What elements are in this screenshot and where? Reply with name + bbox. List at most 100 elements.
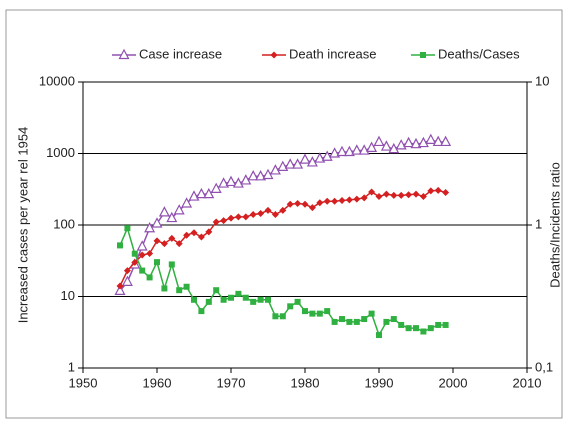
data-point [353, 195, 361, 203]
data-point [420, 328, 427, 335]
data-point [234, 213, 242, 221]
data-point [218, 177, 230, 188]
data-point [151, 217, 163, 228]
data-point [235, 290, 242, 297]
data-point [390, 191, 398, 199]
y2-tick-label: 0,1 [535, 359, 553, 374]
y2-tick-label: 1 [535, 216, 542, 231]
x-tick-label: 1950 [69, 375, 98, 390]
data-point [240, 174, 252, 185]
data-point [242, 213, 250, 221]
data-point [265, 296, 271, 303]
data-point [366, 141, 378, 152]
data-point [353, 318, 360, 325]
data-point [434, 186, 442, 194]
y-tick-label: 100 [53, 216, 75, 231]
data-point [351, 144, 363, 155]
data-point [331, 197, 339, 205]
data-point [299, 153, 311, 164]
data-point [440, 135, 452, 147]
data-point [309, 310, 316, 317]
data-point [176, 287, 183, 294]
data-point [173, 204, 185, 215]
y-tick-label: 10 [61, 288, 75, 303]
data-point [412, 190, 420, 198]
data-point [264, 206, 272, 214]
data-point [397, 191, 405, 199]
data-point [316, 310, 323, 317]
data-point [321, 150, 333, 161]
x-tick-label: 1970 [217, 375, 246, 390]
data-point [403, 136, 415, 148]
data-point [257, 296, 264, 303]
data-point [271, 211, 279, 219]
data-point [380, 140, 392, 151]
data-point [375, 193, 383, 201]
data-point [166, 211, 178, 223]
data-point [123, 267, 131, 275]
data-point [161, 285, 168, 292]
legend-marker [420, 52, 426, 58]
data-point [373, 135, 385, 147]
data-point [247, 170, 259, 181]
data-point [154, 259, 160, 266]
data-point [250, 298, 257, 305]
data-point [413, 325, 419, 332]
data-point [398, 321, 405, 328]
x-tick-label: 2000 [439, 375, 468, 390]
data-point [272, 313, 279, 320]
y-tick-label: 1 [68, 359, 75, 374]
data-point [205, 298, 212, 305]
data-point [195, 187, 207, 199]
data-point [336, 145, 348, 157]
data-point [212, 218, 220, 226]
x-tick-label: 1960 [143, 375, 172, 390]
data-point [175, 240, 183, 248]
data-point [339, 316, 345, 323]
data-point [294, 199, 302, 207]
data-point [220, 217, 228, 225]
data-point [249, 211, 257, 219]
data-point [368, 310, 375, 317]
data-point [302, 308, 308, 315]
data-point [146, 249, 154, 257]
data-point [139, 267, 146, 274]
y-tick-label: 1000 [46, 145, 75, 160]
data-point [225, 175, 237, 187]
data-point [181, 197, 193, 208]
data-point [301, 200, 309, 208]
legend-label: Case increase [139, 46, 222, 61]
data-point [343, 145, 355, 157]
data-point [308, 204, 316, 212]
data-point [131, 250, 138, 257]
data-point [442, 321, 449, 328]
data-point [210, 182, 222, 193]
data-point [405, 191, 413, 199]
data-point [346, 318, 353, 325]
data-point [435, 321, 442, 328]
data-point [425, 133, 437, 144]
data-point [257, 209, 265, 217]
data-point [410, 137, 422, 149]
data-point [124, 225, 131, 232]
y2-axis-label: Deaths/Incidents ratio [547, 162, 562, 288]
data-point [338, 197, 346, 205]
data-point [388, 142, 400, 154]
data-point [153, 237, 161, 245]
legend-label: Death increase [289, 46, 376, 61]
data-point [286, 200, 294, 208]
data-point [198, 308, 205, 315]
data-point [324, 308, 331, 315]
data-point [345, 196, 353, 204]
data-point [190, 229, 198, 237]
data-point [168, 261, 175, 268]
data-point [323, 197, 331, 205]
y-axis-label: Increased cases per year rel 1954 [15, 127, 30, 324]
legend-marker [270, 51, 278, 59]
data-point [360, 194, 368, 202]
data-point [294, 298, 301, 305]
data-point [269, 164, 281, 175]
data-point [203, 187, 215, 199]
data-point [419, 193, 427, 201]
data-point [205, 228, 213, 236]
